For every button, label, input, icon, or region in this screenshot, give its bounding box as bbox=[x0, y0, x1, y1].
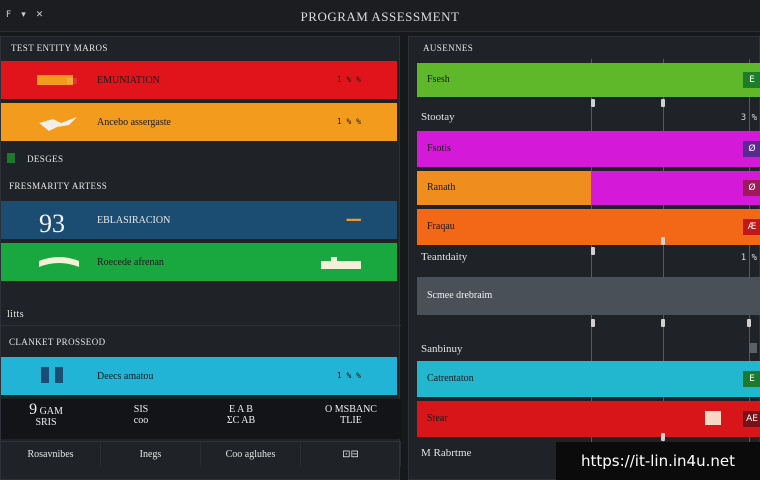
close-control-icon[interactable]: ✕ bbox=[35, 10, 44, 20]
slider-marker[interactable] bbox=[747, 319, 751, 327]
row-label: Ranath bbox=[427, 182, 456, 193]
row-label: Catrentaton bbox=[427, 373, 474, 384]
bar-roecede[interactable]: Roecede afrenan bbox=[1, 243, 397, 281]
row-label: Fsesh bbox=[427, 74, 450, 85]
bar-emuniation[interactable]: EMUNIATION 1 % % bbox=[1, 61, 397, 99]
row-label: Scmee drebraim bbox=[427, 290, 493, 301]
stat-line2: ΣC AB bbox=[226, 415, 256, 426]
kpi-suffix: ▬▬▬ bbox=[346, 215, 361, 224]
row-label: Fraqau bbox=[427, 221, 455, 232]
split-segment bbox=[417, 171, 591, 205]
stat-3: E A B ΣC AB bbox=[211, 404, 271, 426]
row-sanbinuy: Sanbinuy bbox=[421, 343, 463, 355]
gridline bbox=[749, 59, 750, 479]
row-label: Rabrtme bbox=[433, 447, 472, 459]
right-panel: AUSENNES Fsesh E Stootay 3 % Fsotis Ø Ra… bbox=[408, 36, 760, 480]
tag-desges: DESGES bbox=[27, 154, 64, 164]
flag-icon bbox=[705, 411, 721, 425]
bar-deecs[interactable]: Deecs amatou 1 % % bbox=[1, 357, 397, 395]
row-value: 3 % bbox=[740, 113, 757, 123]
bar-value: 1 % % bbox=[336, 117, 361, 126]
stat-line2: coo bbox=[133, 415, 149, 426]
stat-line1: GAM bbox=[39, 406, 63, 417]
row-end-badge: Ø bbox=[743, 141, 760, 157]
row-fraqau[interactable]: Fraqau Æ bbox=[417, 209, 760, 245]
stat-4: O MSBANC TLIE bbox=[311, 404, 391, 426]
row-scmee[interactable]: Scmee drebraim bbox=[417, 277, 760, 315]
app-title: PROGRAM ASSESSMENT bbox=[300, 9, 460, 24]
divider bbox=[1, 325, 401, 326]
tab-inegs[interactable]: Inegs bbox=[101, 442, 201, 467]
row-end-badge: E bbox=[743, 72, 760, 88]
row-label: Fsotis bbox=[427, 143, 451, 154]
title-bar: F ▾ ✕ PROGRAM ASSESSMENT bbox=[0, 0, 760, 32]
slider-marker[interactable] bbox=[661, 99, 665, 107]
tag-icon bbox=[7, 153, 15, 163]
menu-control-icon[interactable]: F bbox=[6, 10, 12, 20]
section-title-entity: TEST ENTITY MAROS bbox=[11, 43, 108, 53]
footer-tabs: Rosavnibes Inegs Coo agluhes ⊡⊟ bbox=[1, 441, 401, 467]
window-controls: F ▾ ✕ bbox=[6, 10, 43, 20]
chevron-icon bbox=[39, 257, 79, 267]
bar-label: Roecede afrenan bbox=[97, 257, 164, 268]
kpi-value: 93 bbox=[39, 209, 65, 238]
device-icon bbox=[41, 367, 63, 383]
row-catrentaton[interactable]: Catrentaton E bbox=[417, 361, 760, 397]
stat-1: 9 GAM SRIS bbox=[11, 401, 81, 429]
kpi-label: EBLASIRACION bbox=[97, 215, 171, 226]
section-title-ausennes: AUSENNES bbox=[423, 43, 474, 53]
row-fsesh[interactable]: Fsesh E bbox=[417, 63, 760, 97]
stat-line1: E A B bbox=[229, 404, 253, 415]
bar-label: Deecs amatou bbox=[97, 371, 154, 382]
bar-value: 1 % % bbox=[336, 371, 361, 380]
kpi-card[interactable]: 93 EBLASIRACION ▬▬▬ bbox=[1, 201, 397, 239]
row-value: 1 % bbox=[740, 253, 757, 263]
left-panel: TEST ENTITY MAROS EMUNIATION 1 % % Anceb… bbox=[0, 36, 401, 480]
truck-icon bbox=[37, 75, 77, 85]
sub-tag: litts bbox=[7, 309, 25, 320]
slider-marker[interactable] bbox=[591, 99, 595, 107]
stat-line2: TLIE bbox=[340, 415, 362, 426]
tab-coo-agluhes[interactable]: Coo agluhes bbox=[201, 442, 301, 467]
dropdown-control-icon[interactable]: ▾ bbox=[21, 10, 26, 20]
row-stear[interactable]: Stear AE bbox=[417, 401, 760, 437]
stats-row: 9 GAM SRIS SIS coo E A B ΣC AB O MSBANC … bbox=[1, 399, 401, 439]
slider-marker[interactable] bbox=[661, 433, 665, 441]
row-end-badge: E bbox=[743, 371, 760, 387]
slider-marker[interactable] bbox=[661, 319, 665, 327]
bird-icon bbox=[39, 117, 77, 131]
gridline bbox=[591, 59, 592, 479]
row-ranath[interactable]: Ranath Ø bbox=[417, 171, 760, 205]
watermark-url: https://it-lin.in4u.net bbox=[556, 442, 760, 480]
bar-value: 1 % % bbox=[336, 75, 361, 84]
row-toggle[interactable] bbox=[749, 343, 757, 353]
stat-line1: O MSBANC bbox=[325, 404, 377, 415]
equipment-icon bbox=[321, 257, 361, 269]
row-teantdaity: Teantdaity bbox=[421, 251, 468, 263]
row-stootay: Stootay bbox=[421, 111, 455, 123]
row-end-badge: Ø bbox=[743, 180, 760, 196]
bar-label: Ancebo assergaste bbox=[97, 117, 171, 128]
row-fsotis[interactable]: Fsotis Ø bbox=[417, 131, 760, 167]
bar-label: EMUNIATION bbox=[97, 75, 160, 86]
stat-line2: SRIS bbox=[35, 417, 57, 428]
row-rabrtme: M Rabrtme bbox=[421, 447, 471, 459]
row-label: Stear bbox=[427, 413, 448, 424]
tab-more[interactable]: ⊡⊟ bbox=[301, 442, 401, 467]
slider-marker[interactable] bbox=[591, 319, 595, 327]
tab-rosavnibes[interactable]: Rosavnibes bbox=[1, 442, 101, 467]
row-prefix: M bbox=[421, 447, 431, 459]
row-end-badge: Æ bbox=[743, 219, 760, 235]
slider-marker[interactable] bbox=[661, 237, 665, 245]
stat-big: 9 bbox=[29, 401, 38, 418]
row-end-badge: AE bbox=[743, 411, 760, 427]
section-title-fresmarity: FRESMARITY ARTESS bbox=[9, 181, 108, 191]
section-title-clanket: CLANKET PROSSEOD bbox=[9, 337, 106, 347]
stat-line1: SIS bbox=[133, 404, 149, 415]
gridline bbox=[663, 59, 664, 479]
bar-ancebo[interactable]: Ancebo assergaste 1 % % bbox=[1, 103, 397, 141]
slider-marker[interactable] bbox=[591, 247, 595, 255]
stat-2: SIS coo bbox=[111, 404, 171, 426]
